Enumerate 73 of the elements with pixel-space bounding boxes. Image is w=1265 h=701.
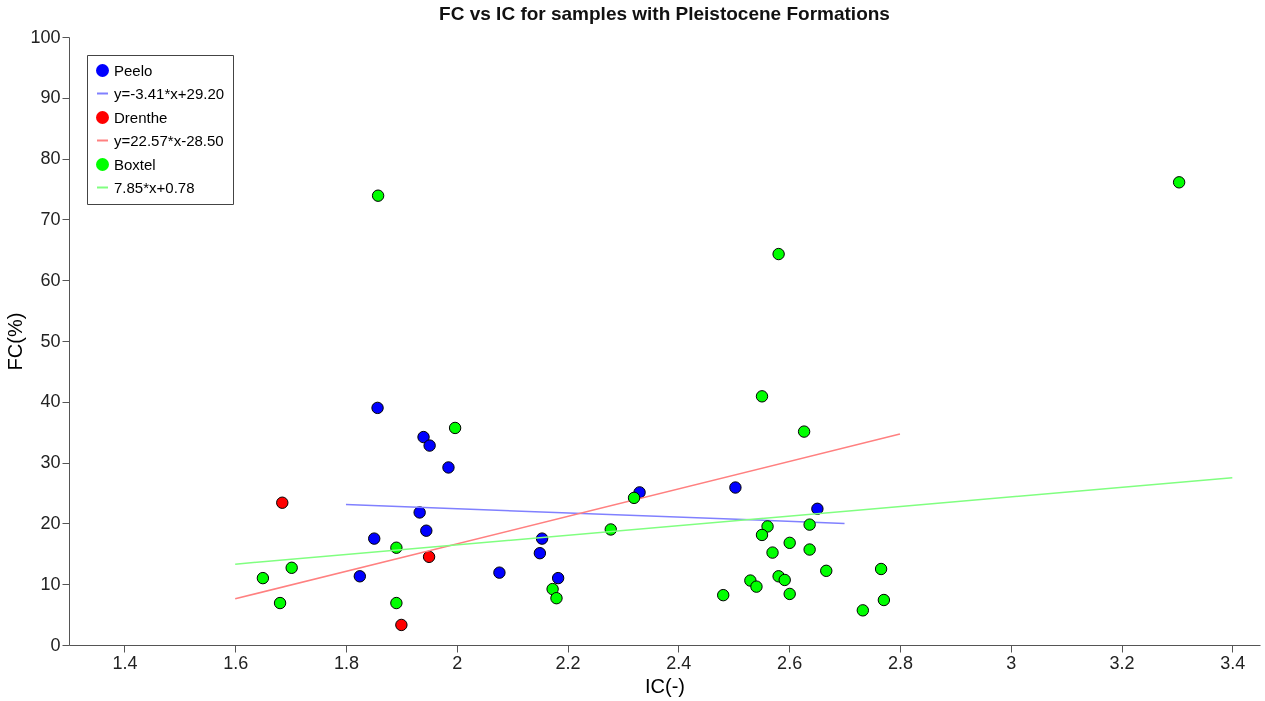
point xyxy=(797,425,811,438)
legend-label: y=-3.41*x+29.20 xyxy=(114,84,225,102)
point xyxy=(1172,176,1186,189)
y-tick-label: 10 xyxy=(40,573,61,594)
x-tick-label: 2.6 xyxy=(777,652,803,673)
point xyxy=(717,588,730,602)
point xyxy=(533,547,547,560)
point xyxy=(772,247,785,261)
point xyxy=(422,550,436,564)
point xyxy=(390,596,403,610)
point xyxy=(353,570,367,583)
point xyxy=(550,591,563,605)
y-tick-label: 70 xyxy=(40,208,61,229)
point xyxy=(820,564,833,578)
point xyxy=(877,593,891,607)
x-tick-label: 3 xyxy=(1006,652,1017,673)
point xyxy=(783,587,796,601)
y-tick-label: 80 xyxy=(40,148,61,169)
point xyxy=(371,401,384,415)
point xyxy=(856,604,870,617)
point xyxy=(750,580,763,593)
point xyxy=(371,189,385,202)
point xyxy=(766,546,779,559)
x-tick-label: 3.4 xyxy=(1220,652,1246,673)
point xyxy=(803,543,816,556)
legend-label: 7.85*x+0.78 xyxy=(114,178,195,196)
y-tick-label: 100 xyxy=(30,26,61,47)
point xyxy=(627,491,641,505)
legend-label: y=22.57*x-28.50 xyxy=(114,131,224,149)
legend-label: Boxtel xyxy=(114,155,156,173)
point xyxy=(811,502,824,515)
point xyxy=(448,421,462,435)
point xyxy=(729,481,742,494)
y-tick-label: 30 xyxy=(40,452,61,473)
point xyxy=(273,596,287,610)
point xyxy=(417,430,430,444)
point xyxy=(755,390,769,403)
point xyxy=(368,532,381,545)
y-axis-title: FC(%) xyxy=(4,312,27,371)
legend-label: Drenthe xyxy=(114,108,168,126)
y-tick-label: 90 xyxy=(40,87,61,108)
chart-title: FC vs IC for samples with Pleistocene Formations xyxy=(439,3,890,24)
x-axis-title: IC(-) xyxy=(645,674,685,697)
point xyxy=(778,573,791,587)
x-tick-label: 2.4 xyxy=(666,652,692,673)
point xyxy=(874,562,888,576)
point xyxy=(285,561,298,574)
x-tick-label: 3.2 xyxy=(1109,652,1135,673)
legend-label: Peelo xyxy=(114,61,153,79)
point xyxy=(551,571,565,585)
point xyxy=(761,520,774,533)
point xyxy=(395,618,408,632)
y-tick-label: 60 xyxy=(40,269,61,290)
point xyxy=(755,528,769,542)
x-tick-label: 2 xyxy=(452,652,463,673)
y-tick-label: 20 xyxy=(40,512,61,533)
x-tick-label: 2.8 xyxy=(887,652,913,673)
x-tick-label: 1.6 xyxy=(223,652,249,673)
x-tick-label: 2.2 xyxy=(555,652,581,673)
point xyxy=(413,506,426,519)
point xyxy=(783,536,796,550)
x-tick-label: 1.8 xyxy=(333,652,359,673)
point xyxy=(442,461,455,474)
point xyxy=(256,571,270,585)
point xyxy=(493,566,506,579)
point xyxy=(803,518,816,531)
y-tick-label: 40 xyxy=(40,391,61,412)
point xyxy=(420,524,433,537)
y-tick-label: 50 xyxy=(40,330,61,351)
y-tick-label: 0 xyxy=(50,634,61,655)
point xyxy=(423,439,436,452)
point xyxy=(276,496,289,509)
x-tick-label: 1.4 xyxy=(112,652,138,673)
